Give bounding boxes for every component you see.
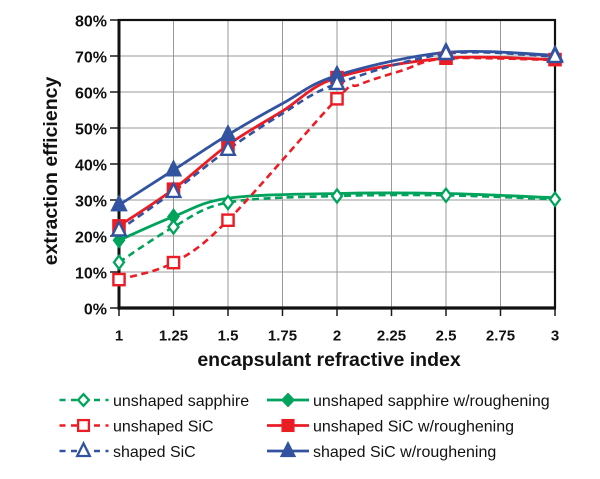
svg-text:shaped SiC w/roughening: shaped SiC w/roughening [313,444,496,461]
svg-text:20%: 20% [75,230,107,247]
svg-text:30%: 30% [75,194,107,211]
svg-text:1.75: 1.75 [268,328,297,345]
svg-text:extraction efficiency: extraction efficiency [40,77,62,266]
svg-text:unshaped SiC w/roughening: unshaped SiC w/roughening [313,419,514,436]
svg-text:10%: 10% [75,266,107,283]
svg-text:1: 1 [115,328,123,345]
svg-text:60%: 60% [75,86,107,103]
svg-text:2.5: 2.5 [436,328,457,345]
svg-text:1.25: 1.25 [159,328,188,345]
svg-text:2.25: 2.25 [377,328,406,345]
svg-text:unshaped sapphire w/roughening: unshaped sapphire w/roughening [313,393,550,410]
svg-text:40%: 40% [75,158,107,175]
svg-text:2: 2 [333,328,341,345]
svg-text:70%: 70% [75,50,107,67]
svg-text:0%: 0% [84,302,107,319]
svg-text:3: 3 [551,328,559,345]
svg-text:1.5: 1.5 [218,328,239,345]
svg-text:unshaped SiC: unshaped SiC [113,419,214,436]
svg-text:80%: 80% [75,14,107,31]
svg-text:2.75: 2.75 [486,328,515,345]
svg-text:50%: 50% [75,122,107,139]
svg-text:shaped SiC: shaped SiC [113,444,196,461]
svg-text:encapsulant refractive index: encapsulant refractive index [197,349,461,371]
svg-text:unshaped sapphire: unshaped sapphire [113,393,249,410]
